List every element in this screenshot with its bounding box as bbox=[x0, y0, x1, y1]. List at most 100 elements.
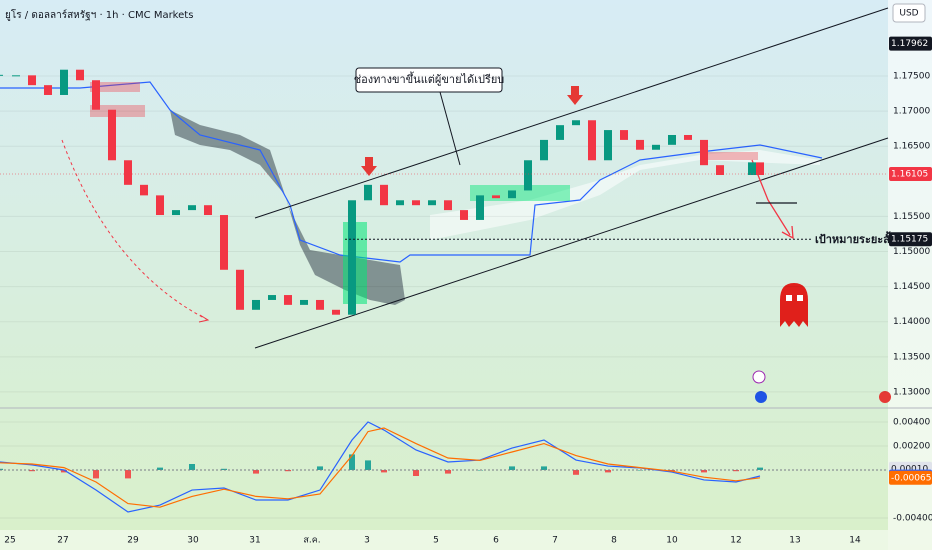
price-axis-bg bbox=[888, 0, 932, 550]
demand-box bbox=[470, 185, 570, 201]
x-tick-label: 14 bbox=[849, 536, 861, 546]
y-tick-label: 1.15500 bbox=[893, 212, 930, 222]
candle bbox=[28, 75, 36, 86]
candle bbox=[252, 299, 260, 310]
y-tick-label: 1.13500 bbox=[893, 352, 930, 362]
candle bbox=[444, 200, 452, 211]
callout-box bbox=[355, 67, 503, 93]
y-tick-label: 1.15000 bbox=[893, 247, 930, 257]
event-icon bbox=[752, 370, 766, 384]
ghost-eye bbox=[786, 295, 792, 301]
x-tick-label: 30 bbox=[187, 536, 199, 546]
candle bbox=[268, 295, 276, 300]
histogram-bar bbox=[0, 468, 3, 470]
candle bbox=[188, 205, 196, 211]
candle bbox=[428, 200, 436, 206]
x-tick-label: 3 bbox=[364, 536, 370, 546]
candle bbox=[700, 139, 708, 166]
candle bbox=[748, 162, 756, 176]
price-badge-label: 1.16105 bbox=[891, 169, 928, 179]
fvg-box bbox=[703, 152, 758, 160]
candle bbox=[60, 69, 68, 95]
y-tick-label: 1.17000 bbox=[893, 107, 930, 117]
price-badge bbox=[889, 166, 932, 181]
candle bbox=[396, 200, 404, 206]
candle bbox=[508, 190, 516, 199]
histogram-bar bbox=[757, 467, 763, 470]
x-tick-label: 8 bbox=[611, 536, 617, 546]
candle bbox=[108, 109, 116, 161]
histogram-bar bbox=[701, 470, 707, 473]
candle bbox=[220, 215, 228, 270]
histogram-bar bbox=[509, 466, 515, 470]
y-tick-label: 1.14000 bbox=[893, 317, 930, 327]
candle bbox=[140, 184, 148, 196]
candle bbox=[684, 134, 692, 140]
price-badge bbox=[889, 470, 932, 485]
x-tick-label: 7 bbox=[552, 536, 558, 546]
price-badge-label: -0.00065 bbox=[891, 473, 931, 483]
histogram-bar bbox=[349, 454, 355, 470]
channel-lower bbox=[254, 137, 889, 349]
y-tick-label: 1.16500 bbox=[893, 142, 930, 152]
candle bbox=[236, 269, 244, 310]
x-tick-label: 12 bbox=[730, 536, 741, 546]
candle bbox=[92, 80, 100, 110]
candle bbox=[556, 125, 564, 140]
candle bbox=[524, 160, 532, 191]
histogram-bar bbox=[93, 470, 99, 479]
y-tick-label: 0.00400 bbox=[893, 418, 930, 428]
candle bbox=[172, 210, 180, 216]
candle bbox=[284, 295, 292, 305]
candle bbox=[316, 299, 324, 310]
y-tick-label: 1.17500 bbox=[893, 72, 930, 82]
histogram-bar bbox=[365, 460, 371, 470]
candle bbox=[652, 144, 660, 150]
ghost-eye bbox=[797, 295, 803, 301]
candle bbox=[476, 195, 484, 220]
marker-arrow bbox=[567, 86, 583, 105]
chart-title: ยูโร / ดอลลาร์สหรัฐฯ · 1h · CMC Markets bbox=[5, 8, 193, 21]
fvg-box bbox=[90, 82, 140, 92]
histogram-bar bbox=[605, 470, 611, 473]
arrowhead bbox=[781, 225, 794, 240]
candle bbox=[332, 309, 340, 315]
callout-line bbox=[439, 91, 461, 166]
histogram-bar bbox=[157, 467, 163, 470]
y-tick-label: 1.13000 bbox=[893, 387, 930, 397]
candle bbox=[540, 139, 548, 161]
candle bbox=[348, 200, 356, 315]
candle bbox=[76, 69, 84, 81]
y-tick-label: -0.00400 bbox=[893, 514, 932, 524]
histogram-bar bbox=[221, 468, 227, 470]
currency-box bbox=[892, 3, 926, 23]
x-tick-label: 31 bbox=[249, 536, 260, 546]
candle bbox=[572, 120, 580, 126]
x-tick-label: 13 bbox=[789, 536, 800, 546]
candle bbox=[364, 184, 372, 201]
histogram-bar bbox=[29, 470, 35, 472]
histogram-bar bbox=[733, 470, 739, 472]
candle bbox=[460, 210, 468, 220]
macd-line bbox=[0, 427, 761, 508]
ghost-icon bbox=[780, 283, 808, 327]
channel-upper bbox=[254, 7, 889, 219]
candle bbox=[604, 130, 612, 161]
candle bbox=[620, 130, 628, 140]
histogram-bar bbox=[285, 470, 291, 472]
candle bbox=[124, 160, 132, 185]
histogram-bar bbox=[413, 470, 419, 476]
price-badge-label: 0.00010 bbox=[891, 464, 928, 474]
candle bbox=[204, 205, 212, 216]
callout-text: ช่องทางขาขึ้นแต่ผู้ขายได้เปรียบ bbox=[354, 71, 505, 86]
candle bbox=[380, 184, 388, 206]
candle bbox=[756, 162, 764, 176]
candle bbox=[44, 85, 52, 95]
candle bbox=[12, 75, 20, 77]
price-badge bbox=[889, 232, 932, 247]
x-tick-label: 10 bbox=[666, 536, 678, 546]
x-tick-label: 27 bbox=[57, 536, 68, 546]
target-text: เป้าหมายระยะสั้น bbox=[815, 231, 898, 246]
x-tick-label: 6 bbox=[493, 536, 499, 546]
